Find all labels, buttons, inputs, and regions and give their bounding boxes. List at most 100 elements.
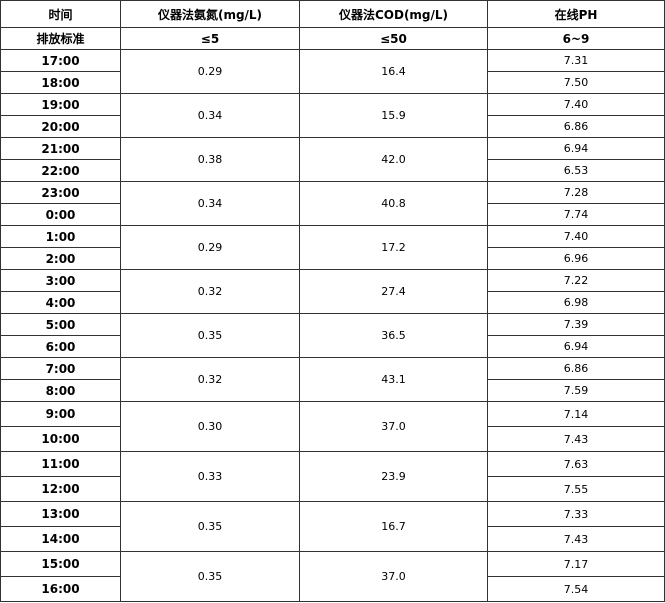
header-cell: 时间 <box>0 0 121 28</box>
time-cell: 22:00 <box>0 159 121 182</box>
cod-cell: 36.5 <box>299 313 488 358</box>
ph-cell: 6.86 <box>487 115 665 138</box>
standard-cell: ≤50 <box>299 27 488 50</box>
ammonia-cell: 0.35 <box>120 501 300 552</box>
table-row: 排放标准 ≤5 ≤50 6~9 <box>0 27 665 50</box>
ph-cell: 6.53 <box>487 159 665 182</box>
time-cell: 5:00 <box>0 313 121 336</box>
ph-cell: 6.94 <box>487 335 665 358</box>
time-cell: 15:00 <box>0 551 121 577</box>
header-cell: 仪器法COD(mg/L) <box>299 0 488 28</box>
table-row: 5:00 0.35 36.5 7.39 <box>0 313 665 358</box>
table-row: 23:00 0.34 40.8 7.28 <box>0 181 665 226</box>
ph-cell: 7.63 <box>487 451 665 477</box>
ammonia-cell: 0.38 <box>120 137 300 182</box>
table-row: 2:00 6.96 <box>0 247 665 270</box>
time-cell: 17:00 <box>0 49 121 72</box>
ph-cell: 7.39 <box>487 313 665 336</box>
table-row: 7:00 0.32 43.1 6.86 <box>0 357 665 402</box>
ammonia-cell: 0.35 <box>120 313 300 358</box>
ammonia-cell: 0.35 <box>120 551 300 602</box>
ammonia-cell: 0.33 <box>120 451 300 502</box>
time-cell: 7:00 <box>0 357 121 380</box>
cod-cell: 37.0 <box>299 551 488 602</box>
time-cell: 3:00 <box>0 269 121 292</box>
cod-cell: 23.9 <box>299 451 488 502</box>
ph-cell: 7.54 <box>487 576 665 602</box>
ammonia-cell: 0.34 <box>120 181 300 226</box>
ph-cell: 7.31 <box>487 49 665 72</box>
table-row: 6:00 6.94 <box>0 335 665 358</box>
time-cell: 2:00 <box>0 247 121 270</box>
ph-cell: 6.96 <box>487 247 665 270</box>
table-row: 1:00 0.29 17.2 7.40 <box>0 225 665 270</box>
time-cell: 18:00 <box>0 71 121 94</box>
ph-cell: 6.98 <box>487 291 665 314</box>
ph-cell: 6.86 <box>487 357 665 380</box>
ph-cell: 7.74 <box>487 203 665 226</box>
time-cell: 6:00 <box>0 335 121 358</box>
table-row: 21:00 0.38 42.0 6.94 <box>0 137 665 182</box>
ph-cell: 6.94 <box>487 137 665 160</box>
table-row: 19:00 0.34 15.9 7.40 <box>0 93 665 138</box>
ph-cell: 7.14 <box>487 401 665 427</box>
ph-cell: 7.50 <box>487 71 665 94</box>
time-cell: 10:00 <box>0 426 121 452</box>
ph-cell: 7.43 <box>487 526 665 552</box>
header-cell: 在线PH <box>487 0 665 28</box>
time-cell: 16:00 <box>0 576 121 602</box>
table-row: 15:00 0.35 37.0 7.17 <box>0 551 665 602</box>
table-row: 17:00 0.29 16.4 7.31 <box>0 49 665 94</box>
ph-cell: 7.40 <box>487 225 665 248</box>
time-cell: 0:00 <box>0 203 121 226</box>
time-cell: 9:00 <box>0 401 121 427</box>
ph-cell: 7.40 <box>487 93 665 116</box>
time-cell: 21:00 <box>0 137 121 160</box>
ammonia-cell: 0.30 <box>120 401 300 452</box>
time-cell: 12:00 <box>0 476 121 502</box>
standard-cell: 排放标准 <box>0 27 121 50</box>
time-cell: 19:00 <box>0 93 121 116</box>
ammonia-cell: 0.34 <box>120 93 300 138</box>
table-row: 3:00 0.32 27.4 7.22 <box>0 269 665 314</box>
table-row: 10:00 7.43 <box>0 426 665 452</box>
table-row: 8:00 7.59 <box>0 379 665 402</box>
ammonia-cell: 0.29 <box>120 225 300 270</box>
table-row: 11:00 0.33 23.9 7.63 <box>0 451 665 502</box>
cod-cell: 17.2 <box>299 225 488 270</box>
ammonia-cell: 0.29 <box>120 49 300 94</box>
table-row: 9:00 0.30 37.0 7.14 <box>0 401 665 452</box>
table-row: 22:00 6.53 <box>0 159 665 182</box>
cod-cell: 40.8 <box>299 181 488 226</box>
time-cell: 23:00 <box>0 181 121 204</box>
cod-cell: 16.7 <box>299 501 488 552</box>
ph-cell: 7.22 <box>487 269 665 292</box>
table-row: 16:00 7.54 <box>0 576 665 602</box>
cod-cell: 37.0 <box>299 401 488 452</box>
time-cell: 13:00 <box>0 501 121 527</box>
time-cell: 8:00 <box>0 379 121 402</box>
table-row: 13:00 0.35 16.7 7.33 <box>0 501 665 552</box>
cod-cell: 42.0 <box>299 137 488 182</box>
time-cell: 20:00 <box>0 115 121 138</box>
ph-cell: 7.55 <box>487 476 665 502</box>
time-cell: 1:00 <box>0 225 121 248</box>
ph-cell: 7.59 <box>487 379 665 402</box>
cod-cell: 16.4 <box>299 49 488 94</box>
ph-cell: 7.43 <box>487 426 665 452</box>
cod-cell: 43.1 <box>299 357 488 402</box>
table-row: 14:00 7.43 <box>0 526 665 552</box>
ph-cell: 7.28 <box>487 181 665 204</box>
table-row: 时间 仪器法氨氮(mg/L) 仪器法COD(mg/L) 在线PH <box>0 0 665 28</box>
header-cell: 仪器法氨氮(mg/L) <box>120 0 300 28</box>
standard-cell: 6~9 <box>487 27 665 50</box>
time-cell: 11:00 <box>0 451 121 477</box>
ammonia-cell: 0.32 <box>120 269 300 314</box>
time-cell: 4:00 <box>0 291 121 314</box>
ammonia-cell: 0.32 <box>120 357 300 402</box>
ph-cell: 7.17 <box>487 551 665 577</box>
ph-cell: 7.33 <box>487 501 665 527</box>
time-cell: 14:00 <box>0 526 121 552</box>
